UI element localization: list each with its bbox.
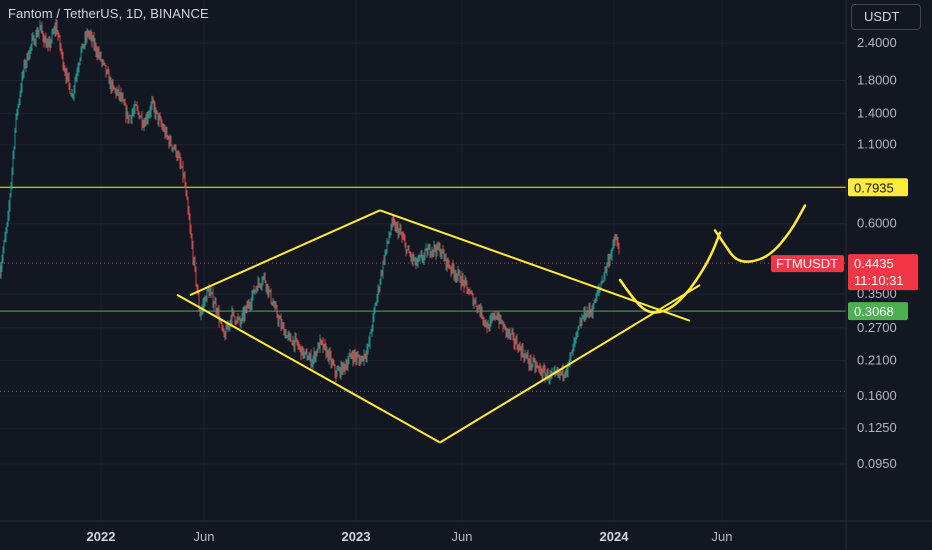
price-tags: 0.7935 0.3068 FTMUSDT 0.4435 11:10:31: [771, 178, 918, 321]
x-tick-label: Jun: [452, 529, 473, 544]
symbol-tag: [771, 255, 844, 273]
y-tick-label: 0.0950: [857, 456, 897, 471]
y-tick-label: 0.2700: [857, 320, 897, 335]
x-tick-label: Jun: [712, 529, 733, 544]
chart-title: Fantom / TetherUS, 1D, BINANCE: [8, 6, 209, 21]
candle-series: [0, 18, 620, 385]
y-tick-label: 0.1600: [857, 388, 897, 403]
y-tick-label: 0.2100: [857, 353, 897, 368]
symbol-tag-label: FTMUSDT: [776, 256, 838, 271]
last-price-label: 0.4435: [854, 256, 894, 271]
y-tick-label: 1.8000: [857, 73, 897, 88]
freehand-projection[interactable]: [713, 204, 807, 263]
y-tick-label: 0.6000: [857, 216, 897, 231]
freehand-projection[interactable]: [618, 231, 722, 314]
time-axis[interactable]: 2022 Jun 2023 Jun 2024 Jun: [87, 529, 733, 544]
currency-button[interactable]: USDT: [851, 4, 921, 30]
y-tick-label: 1.1000: [857, 137, 897, 152]
chart-grid: [0, 0, 846, 521]
trend-line[interactable]: [176, 293, 441, 444]
x-tick-label: 2022: [87, 529, 116, 544]
price-axis[interactable]: 2.40001.80001.40001.10000.60000.35000.27…: [857, 35, 897, 471]
x-tick-label: Jun: [194, 529, 215, 544]
countdown-label: 11:10:31: [854, 273, 904, 288]
horizontal-levels: [0, 186, 846, 392]
trend-line[interactable]: [189, 209, 381, 297]
x-tick-label: 2023: [342, 529, 371, 544]
support-tag-label: 0.3068: [854, 304, 894, 319]
y-tick-label: 1.4000: [857, 105, 897, 120]
resistance-tag-label: 0.7935: [854, 180, 894, 195]
last-price-tag: [848, 254, 918, 291]
y-tick-label: 0.1250: [857, 420, 897, 435]
support-tag: [848, 302, 908, 321]
resistance-tag: [848, 178, 908, 197]
trend-drawings[interactable]: [176, 204, 807, 444]
y-tick-label: 2.4000: [857, 35, 897, 50]
x-tick-label: 2024: [600, 529, 630, 544]
